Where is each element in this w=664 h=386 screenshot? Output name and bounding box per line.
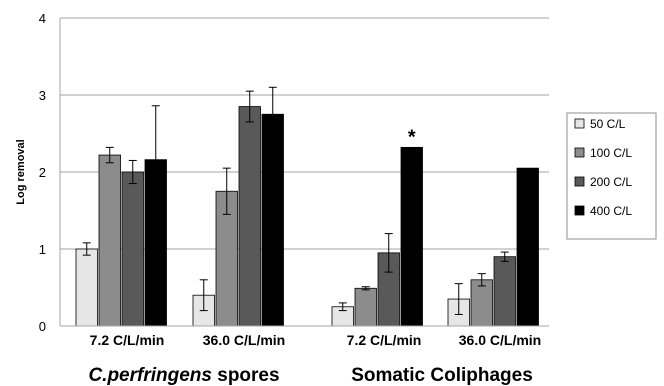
bar-200-c-l-1	[238, 106, 261, 327]
bar-100-c-l-2	[354, 287, 377, 327]
legend: 50 C/L 100 C/L 200 C/L 400 C/L	[566, 112, 657, 240]
bar-200-c-l-3	[493, 256, 516, 327]
legend-swatch	[574, 176, 585, 187]
bar-100-c-l-3	[470, 279, 493, 327]
legend-entry: 400 C/L	[590, 204, 632, 218]
x-tick-label: 7.2 C/L/min	[90, 332, 165, 348]
y-tick-label: 3	[39, 88, 46, 103]
y-axis-label: Log removal	[15, 139, 27, 204]
legend-swatch	[574, 205, 585, 216]
y-tick-label: 4	[39, 11, 46, 26]
legend-swatch	[574, 118, 585, 129]
legend-entry: 100 C/L	[590, 146, 632, 160]
x-tick-label: 36.0 C/L/min	[203, 332, 285, 348]
bar-400-c-l-3	[516, 167, 539, 327]
error-bars	[82, 86, 509, 315]
significance-annotation: *	[408, 126, 416, 148]
y-tick-label: 0	[39, 319, 46, 334]
bar-100-c-l-0	[98, 154, 121, 327]
legend-entry: 200 C/L	[590, 175, 632, 189]
x-tick-label: 36.0 C/L/min	[459, 332, 541, 348]
legend-box	[566, 112, 657, 240]
axes: 0 1 2 3 4 * 7.2 C/L/min 36.0 C/L/min 7.2 C/L/min…	[39, 11, 549, 386]
y-tick-label: 2	[39, 165, 46, 180]
bar-50-c-l-0	[75, 248, 98, 327]
legend-entry: 50 C/L	[590, 117, 626, 131]
group-label: Somatic Coliphages	[351, 365, 533, 386]
legend-swatch	[574, 147, 585, 158]
bar-400-c-l-1	[261, 113, 284, 327]
y-tick-label: 1	[39, 242, 46, 257]
bars	[75, 106, 539, 327]
bar-400-c-l-2	[400, 146, 423, 327]
bar-200-c-l-0	[121, 171, 144, 327]
group-label: C.perfringens spores	[88, 365, 279, 386]
x-tick-label: 7.2 C/L/min	[347, 332, 422, 348]
